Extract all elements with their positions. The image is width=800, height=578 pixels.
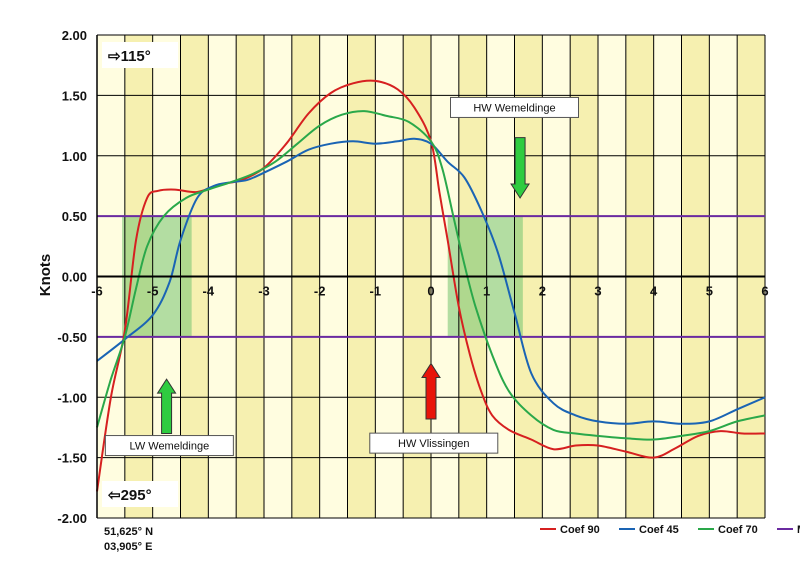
legend: Coef 90 Coef 45 Coef 70 Max xyxy=(540,524,800,536)
y-tick-label: 0.00 xyxy=(62,270,87,285)
x-tick-label: -1 xyxy=(370,284,382,299)
y-tick-label: -1.00 xyxy=(57,390,87,405)
x-tick-label: 6 xyxy=(761,284,768,299)
y-tick-label: -0.50 xyxy=(57,330,87,345)
annotation-arrow xyxy=(421,362,441,420)
y-tick-label: 1.00 xyxy=(62,149,87,164)
x-tick-label: -6 xyxy=(91,284,103,299)
y-axis-label: Knots xyxy=(37,254,54,297)
legend-label: Max xyxy=(797,524,800,536)
annotation-box xyxy=(104,435,234,457)
direction-bottom-box: ⇦295° xyxy=(102,481,178,507)
annotation-label: HW Wemeldinge xyxy=(473,102,555,114)
annotation-arrow xyxy=(156,378,177,434)
legend-label: Coef 70 xyxy=(718,524,758,536)
x-tick-label: 3 xyxy=(594,284,601,299)
annotation-label: HW Vlissingen xyxy=(398,438,470,450)
direction-top-label: ⇨115° xyxy=(108,48,151,65)
y-tick-label: 1.50 xyxy=(62,88,87,103)
tick-labels: -6 -5 -4 -3 -2 -1 0 1 2 3 4 5 6 2.00 1.50 1.00 0.50 0.00 -… xyxy=(57,28,768,526)
annotations: HW Wemeldinge LW Wemeldinge HW Vlissingen xyxy=(104,96,579,457)
x-tick-label: 4 xyxy=(650,284,658,299)
x-tick-label: -5 xyxy=(147,284,159,299)
annotation-arrow xyxy=(510,137,530,199)
annotation-label: LW Wemeldinge xyxy=(130,441,210,453)
direction-bottom-label: ⇦295° xyxy=(107,487,152,504)
x-tick-label: -3 xyxy=(258,284,270,299)
direction-top-box: ⇨115° xyxy=(102,42,178,68)
x-tick-label: -2 xyxy=(314,284,326,299)
legend-label: Coef 90 xyxy=(560,524,600,536)
y-tick-label: 2.00 xyxy=(62,28,87,43)
x-tick-label: 1 xyxy=(483,284,490,299)
legend-label: Coef 45 xyxy=(639,524,679,536)
series-line-coef-90 xyxy=(96,79,766,492)
max-lines xyxy=(97,215,765,338)
annotation-box xyxy=(450,96,579,118)
x-tick-label: 0 xyxy=(427,284,434,299)
longitude-label: 03,905° E xyxy=(104,541,152,553)
latitude-label: 51,625° N xyxy=(104,526,153,538)
series-line-coef-70 xyxy=(96,110,766,441)
x-tick-label: 5 xyxy=(706,284,713,299)
y-tick-label: 0.50 xyxy=(62,209,87,224)
annotation-box xyxy=(369,432,499,454)
x-tick-label: -4 xyxy=(203,284,215,299)
y-tick-label: -1.50 xyxy=(57,451,87,466)
y-tick-label: -2.00 xyxy=(57,511,87,526)
series-lines xyxy=(96,79,766,492)
x-tick-label: 2 xyxy=(539,284,546,299)
axes xyxy=(96,35,765,518)
